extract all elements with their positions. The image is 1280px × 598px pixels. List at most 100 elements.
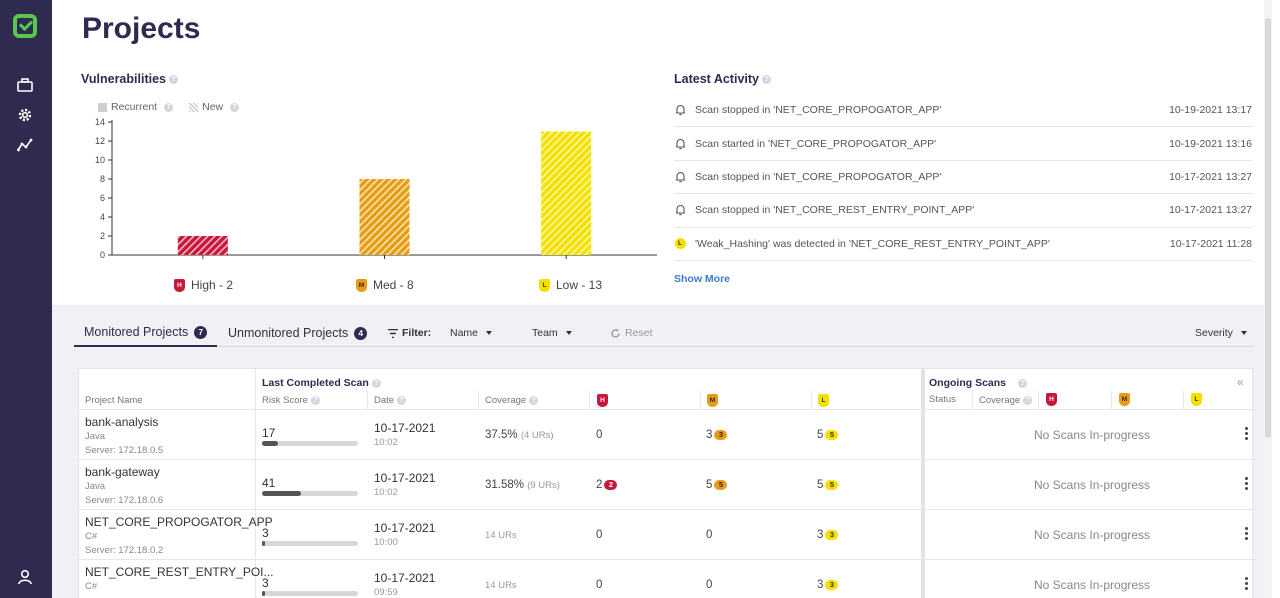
vulnerabilities-title: Vulnerabilities?	[81, 72, 178, 86]
name-filter-dropdown[interactable]: Name	[450, 319, 493, 347]
coverage-value: 31.58% (9 URs)	[485, 479, 560, 491]
caret-down-icon	[1240, 331, 1247, 335]
y-tick-label: 10	[95, 155, 105, 165]
row-menu-icon[interactable]	[1245, 477, 1249, 490]
header-date[interactable]: Date?	[374, 395, 407, 406]
filter-label: Filter:	[388, 319, 431, 347]
reset-button[interactable]: Reset	[610, 319, 652, 347]
coverage-value: 14 URs	[485, 580, 517, 591]
header-ongoing-high[interactable]: H	[1046, 393, 1057, 406]
bell-icon	[674, 138, 686, 150]
activity-item[interactable]: Scan stopped in 'NET_CORE_PROPOGATOR_APP…	[674, 161, 1252, 195]
tab-monitored-projects[interactable]: Monitored Projects 7	[74, 319, 218, 347]
risk-score-bar	[262, 591, 358, 596]
header-coverage[interactable]: Coverage?	[485, 395, 539, 406]
ongoing-scans-table: Ongoing Scans? « Status Coverage? H M L …	[922, 368, 1256, 598]
analytics-icon[interactable]	[16, 136, 34, 154]
header-last-completed-scan: Last Completed Scan?	[262, 377, 381, 389]
activity-text: Scan stopped in 'NET_CORE_REST_ENTRY_POI…	[695, 204, 975, 217]
bell-icon	[674, 104, 686, 116]
chart-legend: Recurrent? New?	[98, 101, 240, 113]
caret-down-icon	[486, 331, 493, 335]
vulnerabilities-bar-chart: 0 2 4 6 8 10 12 14	[95, 117, 657, 260]
caret-down-icon	[565, 331, 572, 335]
collapse-icon[interactable]: «	[1237, 375, 1244, 389]
header-ongoing-medium[interactable]: M	[1119, 393, 1130, 406]
main-content: Projects Vulnerabilities? Recurrent? New…	[52, 0, 1272, 598]
reset-icon	[611, 328, 620, 338]
activity-time: 10-17-2021 13:27	[1169, 204, 1252, 217]
scan-date: 10-17-2021	[374, 471, 436, 485]
help-icon[interactable]: ?	[164, 102, 174, 112]
header-high[interactable]: H	[597, 394, 608, 407]
activity-item[interactable]: L 'Weak_Hashing' was detected in 'NET_CO…	[674, 228, 1252, 261]
ongoing-status: No Scans In-progress	[1034, 478, 1151, 492]
project-language: Java	[85, 481, 106, 492]
y-tick-label: 12	[95, 136, 105, 146]
project-server: Server: 172.18.0.5	[85, 445, 164, 456]
risk-score: 3	[262, 576, 269, 590]
team-filter-dropdown[interactable]: Team	[532, 319, 572, 347]
low-badge-icon: L	[674, 238, 686, 250]
header-ongoing-scans: Ongoing Scans?	[929, 377, 1028, 389]
activity-item[interactable]: Scan stopped in 'NET_CORE_PROPOGATOR_APP…	[674, 94, 1252, 128]
activity-text: 'Weak_Hashing' was detected in 'NET_CORE…	[695, 237, 1050, 250]
scan-date: 10-17-2021	[374, 421, 436, 435]
help-icon[interactable]: ?	[168, 75, 178, 85]
row-menu-icon[interactable]	[1245, 427, 1249, 440]
y-tick-label: 2	[100, 231, 105, 241]
gear-icon[interactable]	[16, 106, 34, 124]
coverage-value: 37.5% (4 URs)	[485, 429, 554, 441]
bar-low	[541, 131, 592, 255]
legend-recurrent: Recurrent?	[98, 101, 174, 113]
high-severity-icon: H	[174, 278, 185, 292]
header-status: Status	[929, 394, 956, 405]
medium-count: 0	[706, 529, 713, 541]
header-ongoing-low[interactable]: L	[1191, 393, 1202, 406]
project-name[interactable]: NET_CORE_REST_ENTRY_POI...	[85, 565, 274, 579]
help-icon[interactable]: ?	[1018, 378, 1028, 388]
help-icon[interactable]: ?	[310, 395, 320, 405]
activity-time: 10-17-2021 13:27	[1169, 170, 1252, 183]
chart-bars	[177, 131, 592, 259]
project-name[interactable]: NET_CORE_PROPOGATOR_APP	[85, 515, 273, 529]
page-title: Projects	[82, 12, 201, 45]
high-count: 0	[596, 429, 603, 441]
ongoing-status: No Scans In-progress	[1034, 428, 1151, 442]
unmonitored-count-badge: 4	[354, 326, 368, 340]
project-name[interactable]: bank-analysis	[85, 415, 159, 429]
help-icon[interactable]: ?	[371, 378, 381, 388]
header-risk-score[interactable]: Risk Score?	[262, 395, 320, 406]
activity-item[interactable]: Scan started in 'NET_CORE_PROPOGATOR_APP…	[674, 127, 1252, 161]
briefcase-icon[interactable]	[16, 76, 34, 94]
row-menu-icon[interactable]	[1245, 577, 1249, 590]
activity-item[interactable]: Scan stopped in 'NET_CORE_REST_ENTRY_POI…	[674, 194, 1252, 228]
help-icon[interactable]: ?	[230, 102, 240, 112]
high-count: 0	[596, 579, 603, 591]
project-name[interactable]: bank-gateway	[85, 465, 160, 479]
user-icon[interactable]	[16, 568, 34, 586]
help-icon[interactable]: ?	[1023, 395, 1033, 405]
header-ongoing-coverage[interactable]: Coverage?	[979, 395, 1033, 406]
legend-new: New?	[189, 101, 240, 113]
header-medium[interactable]: M	[707, 394, 718, 407]
severity-label-low: L Low - 13	[539, 278, 602, 292]
scrollbar[interactable]	[1264, 0, 1272, 598]
risk-score: 17	[262, 426, 276, 440]
risk-score: 41	[262, 476, 276, 490]
scrollbar-thumb[interactable]	[1265, 18, 1271, 438]
risk-score-bar	[262, 441, 358, 446]
show-more-link[interactable]: Show More	[674, 273, 731, 285]
row-menu-icon[interactable]	[1245, 527, 1249, 540]
tab-unmonitored-projects[interactable]: Unmonitored Projects 4	[218, 319, 377, 347]
help-icon[interactable]: ?	[761, 75, 771, 85]
header-low[interactable]: L	[818, 394, 829, 407]
app-logo-icon[interactable]	[13, 14, 37, 38]
help-icon[interactable]: ?	[397, 395, 407, 405]
severity-sort-dropdown[interactable]: Severity	[1195, 319, 1247, 347]
help-icon[interactable]: ?	[529, 395, 539, 405]
